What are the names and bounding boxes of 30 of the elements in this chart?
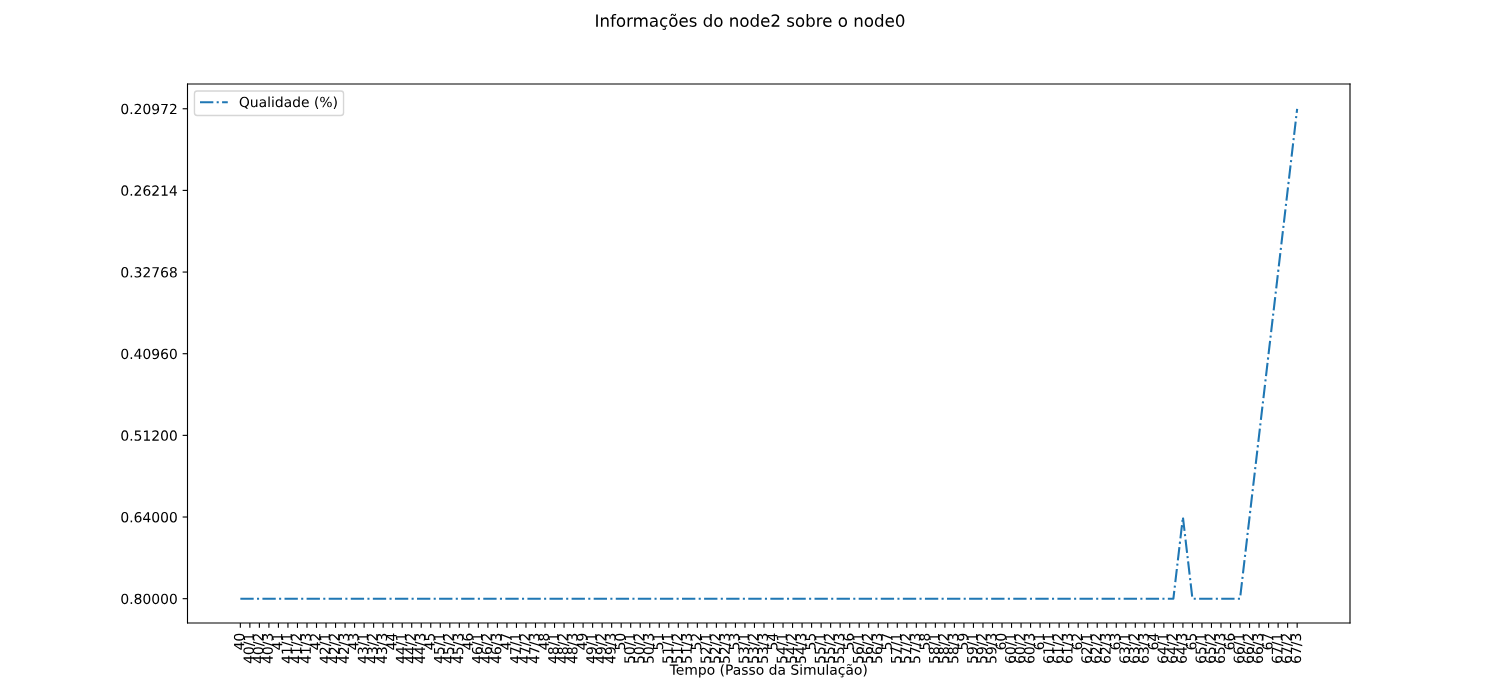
x-tick-label: 53	[728, 633, 740, 650]
x-tick-label: 65	[1185, 633, 1197, 650]
y-tick-label: 0.80000	[121, 593, 177, 605]
x-tick-label: 52/1	[700, 634, 712, 663]
x-tick-label: 42	[310, 634, 321, 650]
x-tick-label: 66	[1224, 633, 1235, 650]
y-tick-label: 0.26214	[121, 185, 177, 196]
y-tick-label: 0.51200	[121, 430, 177, 441]
x-tick-label: 64	[1147, 633, 1159, 650]
x-tick-label: 64/1	[1157, 634, 1169, 663]
x-tick-label: 54	[767, 633, 778, 650]
x-tick-label: 66/1	[1233, 634, 1246, 663]
y-tick-label: 0.32768	[121, 267, 177, 278]
y-tick-label: 0.40960	[121, 348, 177, 360]
chart-title: Informações do node2 sobre o node0	[596, 13, 905, 30]
legend-label: Qualidade (%)	[239, 96, 337, 109]
x-tick-label: 52	[690, 634, 702, 650]
x-tick-label: 65/1	[1195, 634, 1208, 663]
x-tick-label: 41/1	[281, 634, 294, 664]
x-tick-label: 42/1	[319, 634, 332, 664]
x-tick-label: 54/1	[776, 634, 789, 663]
x-axis-title: Tempo (Passo da Simulação)	[669, 663, 867, 678]
x-tick-label: 51	[652, 634, 664, 650]
y-tick-label: 0.20972	[121, 103, 177, 115]
x-tick-label: 40	[233, 633, 245, 650]
y-tick-label: 0.64000	[121, 511, 177, 523]
x-tick-label: 41	[272, 634, 283, 650]
x-tick-label: 53/1	[738, 634, 751, 663]
line-series	[239, 107, 1299, 600]
x-tick-label: 40/1	[243, 634, 255, 664]
